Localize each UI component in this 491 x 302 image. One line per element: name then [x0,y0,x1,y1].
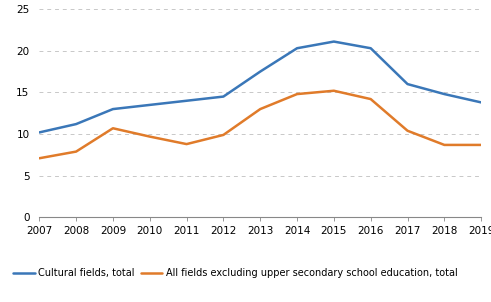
Cultural fields, total [405,82,410,86]
All fields excluding upper secondary school education, total [184,142,190,146]
All fields excluding upper secondary school education, total [110,127,116,130]
All fields excluding upper secondary school education, total [368,97,374,101]
Cultural fields, total [294,47,300,50]
Cultural fields, total [368,47,374,50]
All fields excluding upper secondary school education, total [36,156,42,160]
All fields excluding upper secondary school education, total [73,150,79,153]
All fields excluding upper secondary school education, total [441,143,447,147]
Line: All fields excluding upper secondary school education, total: All fields excluding upper secondary sch… [39,91,481,158]
Cultural fields, total [478,101,484,104]
Cultural fields, total [110,107,116,111]
All fields excluding upper secondary school education, total [478,143,484,147]
Line: Cultural fields, total: Cultural fields, total [39,42,481,132]
Cultural fields, total [441,92,447,96]
Cultural fields, total [147,103,153,107]
Cultural fields, total [184,99,190,103]
Legend: Cultural fields, total, All fields excluding upper secondary school education, t: Cultural fields, total, All fields exclu… [13,268,458,278]
Cultural fields, total [36,130,42,134]
All fields excluding upper secondary school education, total [220,133,226,137]
All fields excluding upper secondary school education, total [257,107,263,111]
Cultural fields, total [257,70,263,73]
Cultural fields, total [73,122,79,126]
All fields excluding upper secondary school education, total [331,89,337,92]
All fields excluding upper secondary school education, total [294,92,300,96]
Cultural fields, total [331,40,337,43]
All fields excluding upper secondary school education, total [405,129,410,133]
Cultural fields, total [220,95,226,98]
All fields excluding upper secondary school education, total [147,135,153,138]
